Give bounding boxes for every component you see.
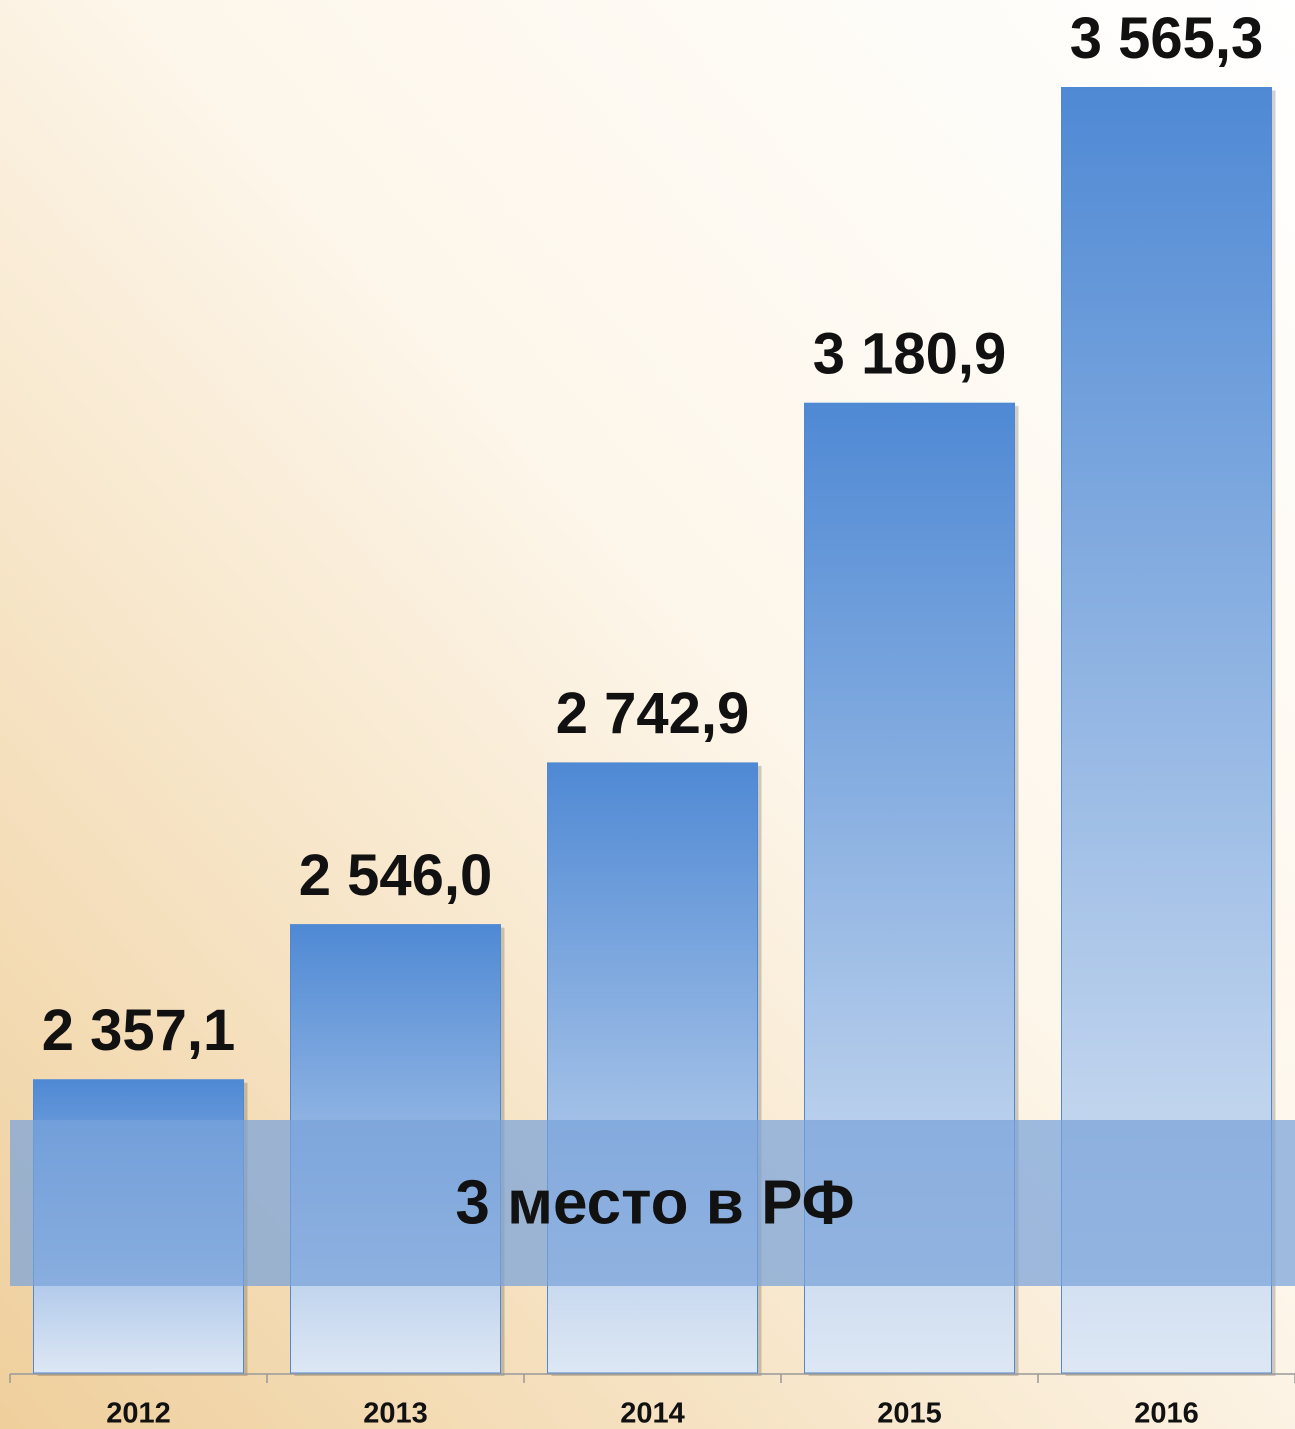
x-tick-label: 2016: [1134, 1398, 1199, 1429]
x-tick-label: 2013: [363, 1398, 428, 1429]
x-tick-label: 2014: [620, 1398, 685, 1429]
value-label: 2 742,9: [556, 681, 750, 746]
value-label: 3 180,9: [813, 322, 1007, 387]
annotation: 3 место в РФ: [455, 1168, 854, 1237]
value-label: 2 546,0: [299, 843, 493, 908]
value-label: 3 565,3: [1070, 6, 1264, 71]
value-label: 2 357,1: [42, 998, 236, 1063]
x-tick-label: 2012: [106, 1398, 171, 1429]
annotation-band: [10, 1120, 1295, 1286]
labels: 2012 2 357,1 2013 2 546,0 2014 2 742,9 2015 3 1…: [9, 6, 1295, 1429]
x-tick-label: 2015: [877, 1398, 942, 1429]
